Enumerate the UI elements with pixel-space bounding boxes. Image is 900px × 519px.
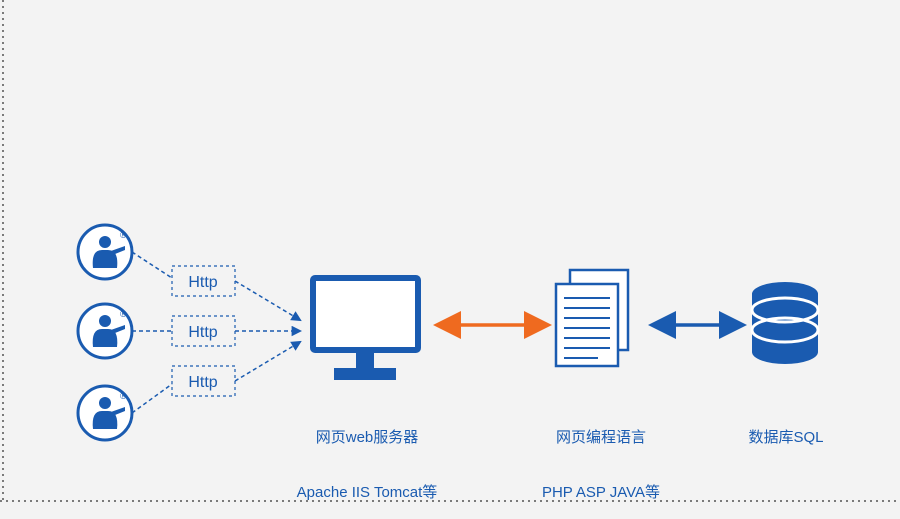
edge-user3-http3 [132, 384, 172, 413]
svg-text:Http: Http [188, 324, 217, 341]
documents-icon [556, 270, 628, 366]
edge-http1-server [235, 281, 300, 320]
http-box: Http [172, 316, 235, 346]
svg-text:Http: Http [188, 374, 217, 391]
db-label: 数据库SQL [720, 392, 852, 464]
svg-text:Http: Http [188, 274, 217, 291]
code-label: 网页编程语言 PHP ASP JAVA等 [520, 392, 682, 519]
monitor-icon [313, 278, 418, 380]
database-icon [752, 282, 818, 364]
edge-user1-http1 [132, 252, 172, 278]
http-box: Http [172, 366, 235, 396]
http-box: Http [172, 266, 235, 296]
user-icon [78, 386, 132, 440]
edge-http3-server [235, 342, 300, 381]
user-icon [78, 225, 132, 279]
server-label: 网页web服务器 Apache IIS Tomcat等 [280, 392, 454, 519]
user-icon [78, 304, 132, 358]
